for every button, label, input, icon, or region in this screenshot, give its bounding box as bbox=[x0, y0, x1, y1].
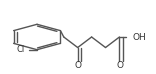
Text: O: O bbox=[75, 61, 82, 70]
Text: OH: OH bbox=[132, 32, 146, 42]
Text: O: O bbox=[117, 61, 124, 70]
Text: Cl: Cl bbox=[16, 45, 25, 54]
